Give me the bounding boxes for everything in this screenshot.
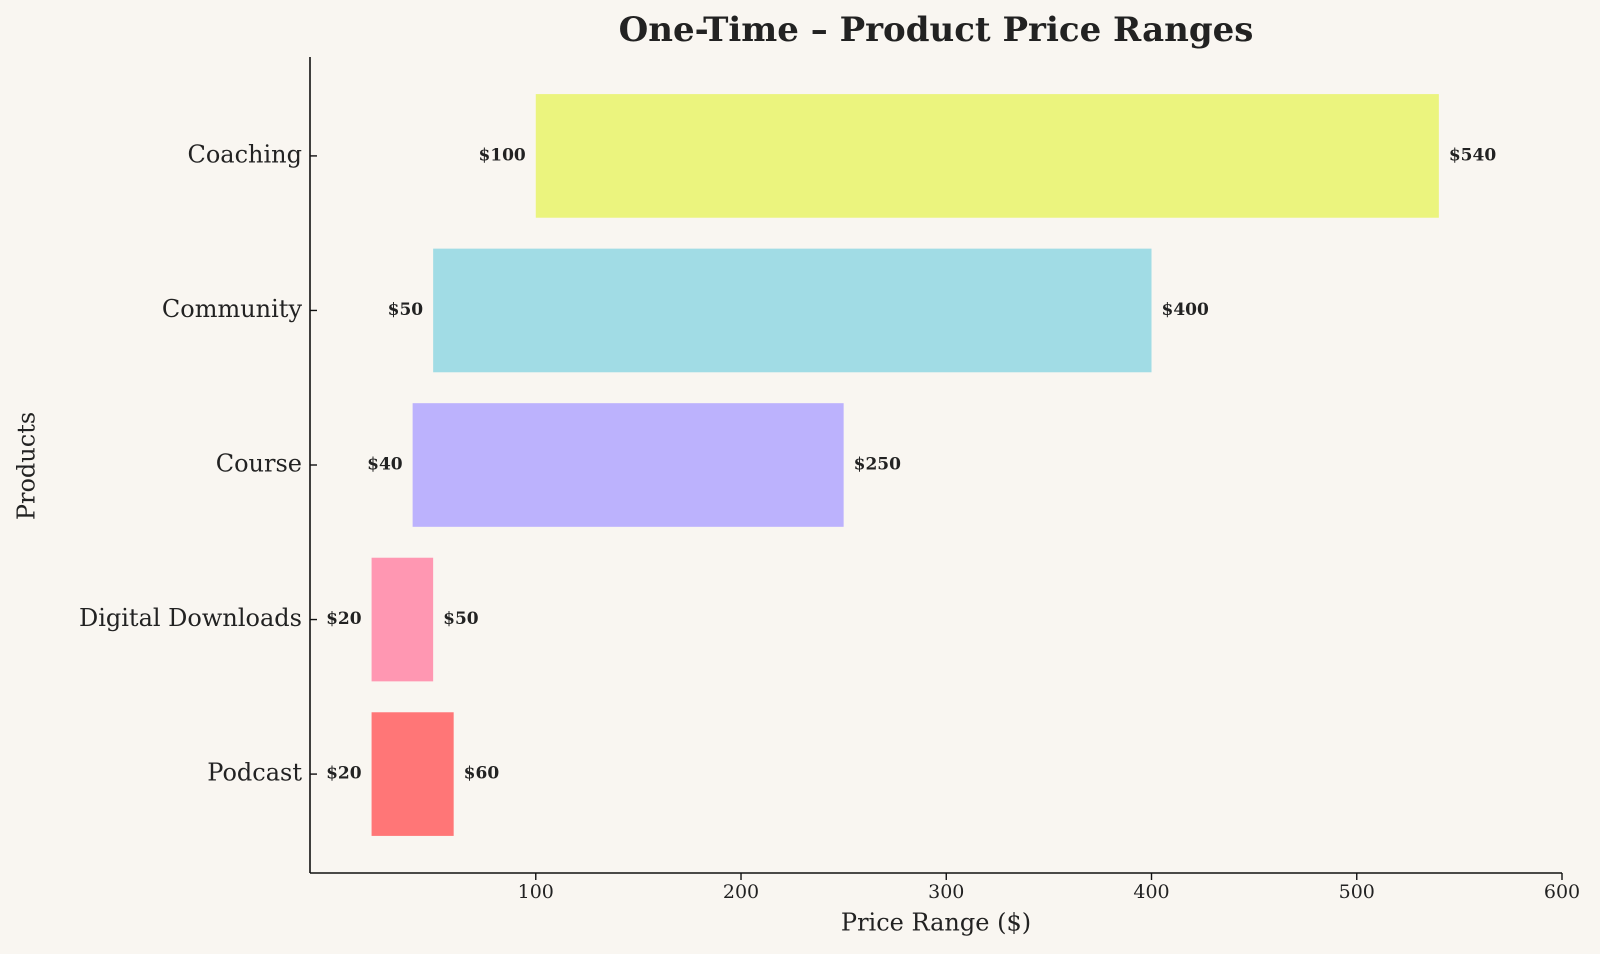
bar <box>371 557 434 682</box>
x-axis-title: Price Range ($) <box>841 909 1031 937</box>
y-axis-title: Products <box>13 412 41 520</box>
x-tick-label: 300 <box>928 881 964 903</box>
value-label-high: $50 <box>443 609 479 629</box>
value-label-high: $250 <box>854 455 901 475</box>
x-tick-label: 600 <box>1544 881 1580 903</box>
value-label-low: $20 <box>326 609 362 629</box>
x-tick-label: 500 <box>1339 881 1375 903</box>
x-tick-label: 400 <box>1133 881 1169 903</box>
bar <box>535 94 1439 218</box>
bar <box>412 403 844 527</box>
bar <box>371 712 454 836</box>
x-tick-label: 100 <box>518 881 554 903</box>
y-tick-label: Coaching <box>187 140 302 168</box>
value-label-low: $50 <box>388 300 424 320</box>
value-label-low: $100 <box>478 145 525 165</box>
value-label-high: $60 <box>464 764 500 784</box>
value-label-low: $40 <box>367 455 403 475</box>
y-tick-label: Course <box>216 450 302 478</box>
y-tick-label: Community <box>162 295 303 323</box>
x-tick-label: 200 <box>723 881 759 903</box>
y-tick-label: Digital Downloads <box>79 604 302 632</box>
value-label-low: $20 <box>326 764 362 784</box>
bar <box>433 248 1152 373</box>
value-label-high: $400 <box>1162 300 1209 320</box>
chart-title: One-Time – Product Price Ranges <box>619 10 1254 50</box>
y-tick-label: Podcast <box>207 759 302 787</box>
value-label-high: $540 <box>1449 145 1496 165</box>
